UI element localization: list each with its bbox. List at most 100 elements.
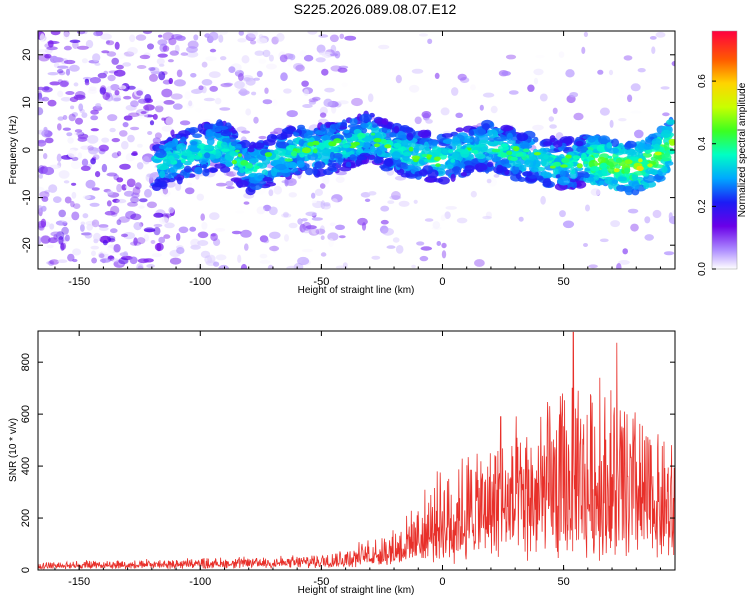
noise-blob xyxy=(342,262,348,268)
noise-blob xyxy=(319,225,325,235)
noise-blob xyxy=(668,212,673,221)
noise-blob xyxy=(413,199,418,204)
noise-blob xyxy=(662,112,670,117)
x-tick-label: 50 xyxy=(557,576,569,588)
noise-blob xyxy=(95,103,102,108)
hotspot-blob xyxy=(510,156,518,161)
noise-blob xyxy=(116,198,127,204)
noise-blob xyxy=(201,221,208,230)
noise-blob xyxy=(323,202,331,207)
noise-blob xyxy=(585,204,590,212)
hotspot-blob xyxy=(613,168,620,173)
snr-line xyxy=(38,331,675,570)
noise-blob xyxy=(76,45,89,50)
noise-blob xyxy=(58,236,64,245)
hotspot-blob xyxy=(500,152,508,158)
signal-blob xyxy=(176,176,183,185)
noise-blob xyxy=(179,120,191,126)
noise-blob xyxy=(627,208,639,214)
colorbar-tick-label: 0.4 xyxy=(697,136,708,150)
signal-blob xyxy=(653,143,661,151)
noise-blob xyxy=(493,174,500,178)
noise-blob xyxy=(63,31,70,40)
noise-blob xyxy=(144,94,152,103)
signal-blob xyxy=(628,156,640,161)
noise-blob xyxy=(195,108,202,113)
noise-blob xyxy=(533,68,544,76)
noise-blob xyxy=(371,255,381,260)
signal-blob xyxy=(431,146,442,155)
y-tick-label: -10 xyxy=(21,190,33,206)
signal-blob xyxy=(624,186,634,196)
noise-blob xyxy=(90,158,96,165)
noise-blob xyxy=(195,174,200,180)
noise-blob xyxy=(172,103,183,110)
hotspot-blob xyxy=(572,155,581,160)
noise-blob xyxy=(441,242,447,249)
noise-blob xyxy=(126,178,136,188)
noise-blob xyxy=(113,97,122,102)
noise-blob xyxy=(320,252,327,257)
noise-blob xyxy=(660,86,670,90)
noise-blob xyxy=(60,242,67,250)
signal-blob xyxy=(617,176,627,182)
noise-blob xyxy=(470,84,476,91)
signal-blob xyxy=(598,135,611,145)
noise-blob xyxy=(55,220,68,226)
noise-blob xyxy=(43,153,48,160)
noise-blob xyxy=(432,221,441,230)
noise-blob xyxy=(322,175,330,185)
noise-blob xyxy=(379,225,389,234)
noise-blob xyxy=(76,31,86,35)
noise-blob xyxy=(532,124,544,131)
signal-blob xyxy=(235,143,242,149)
hotspot-blob xyxy=(384,144,392,149)
noise-blob xyxy=(53,57,65,63)
noise-blob xyxy=(91,147,101,152)
noise-blob xyxy=(71,211,80,221)
signal-blob xyxy=(194,166,203,175)
noise-blob xyxy=(259,259,271,264)
signal-blob xyxy=(616,184,627,192)
noise-blob xyxy=(331,194,343,203)
noise-blob xyxy=(644,234,654,241)
signal-blob xyxy=(297,124,305,130)
noise-blob xyxy=(119,252,129,257)
hotspot-blob xyxy=(235,158,241,164)
noise-blob xyxy=(139,198,148,203)
noise-blob xyxy=(175,182,182,191)
signal-blob xyxy=(179,171,188,176)
y-tick-label: 600 xyxy=(20,405,32,423)
hotspot-blob xyxy=(669,140,675,146)
signal-blob xyxy=(433,178,444,183)
noise-blob xyxy=(186,46,198,53)
noise-blob xyxy=(395,74,402,84)
signal-blob xyxy=(451,166,462,175)
noise-blob xyxy=(201,79,213,86)
noise-blob xyxy=(482,92,495,98)
hotspot-blob xyxy=(512,146,520,152)
noise-blob xyxy=(70,200,75,208)
signal-blob xyxy=(610,138,620,148)
noise-blob xyxy=(41,96,50,102)
noise-blob xyxy=(308,100,317,105)
noise-blob xyxy=(380,219,389,225)
noise-blob xyxy=(328,238,334,248)
hotspot-blob xyxy=(433,156,441,161)
snr-xlabel: Height of straight line (km) xyxy=(298,585,415,596)
noise-blob xyxy=(301,80,309,87)
signal-blob xyxy=(400,173,411,178)
noise-blob xyxy=(152,113,158,120)
noise-blob xyxy=(214,97,222,105)
signal-blob xyxy=(379,164,386,169)
noise-blob xyxy=(38,153,43,161)
signal-blob xyxy=(631,173,638,181)
noise-blob xyxy=(118,216,130,223)
noise-blob xyxy=(58,71,66,76)
noise-blob xyxy=(85,179,96,189)
signal-blob xyxy=(474,163,488,172)
noise-blob xyxy=(209,85,218,92)
noise-blob xyxy=(286,265,298,269)
noise-blob xyxy=(360,192,371,198)
signal-blob xyxy=(330,123,341,130)
